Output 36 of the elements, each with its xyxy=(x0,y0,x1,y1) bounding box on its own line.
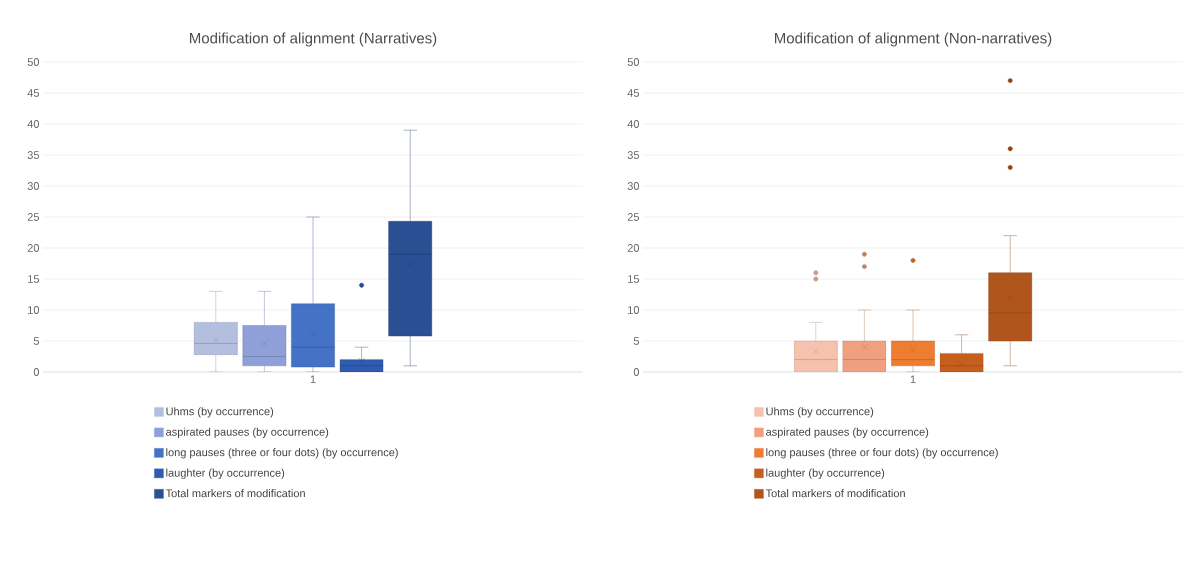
y-tick-label: 20 xyxy=(627,244,640,252)
legend-label: long pauses (three or four dots) (by occurrence) xyxy=(166,448,398,459)
y-tick-label: 35 xyxy=(627,151,639,159)
x-tick-label: 1 xyxy=(310,375,316,384)
chart-title: Modification of alignment (Narratives) xyxy=(190,32,437,47)
legend-label: laughter (by occurrence) xyxy=(766,468,885,479)
x-tick-label: 1 xyxy=(910,375,916,384)
y-tick-label: 25 xyxy=(627,213,639,221)
legend-label: long pauses (three or four dots) (by occurrence) xyxy=(766,448,998,459)
chart-title: Modification of alignment (Non-narratives) xyxy=(775,32,1052,47)
y-tick-label: 25 xyxy=(27,213,39,221)
legend-label: aspirated pauses (by occurrence) xyxy=(166,427,329,438)
y-tick-label: 40 xyxy=(27,120,40,128)
y-tick-label: 0 xyxy=(633,368,640,376)
y-tick-label: 40 xyxy=(627,120,640,128)
legend-label: Uhms (by occurrence) xyxy=(166,407,274,418)
y-tick-label: 10 xyxy=(628,306,640,314)
y-tick-label: 15 xyxy=(28,275,39,283)
y-tick-label: 45 xyxy=(627,89,639,97)
y-tick-label: 50 xyxy=(27,58,40,66)
y-tick-label: 5 xyxy=(33,337,39,345)
legend-label: laughter (by occurrence) xyxy=(166,468,285,479)
legend-label: Total markers of modification xyxy=(165,489,305,498)
y-tick-label: 30 xyxy=(627,182,640,190)
legend-label: Uhms (by occurrence) xyxy=(766,407,874,418)
y-tick-label: 30 xyxy=(27,182,40,190)
legend-label: Total markers of modification xyxy=(765,489,905,498)
y-tick-label: 35 xyxy=(27,151,39,159)
y-tick-label: 10 xyxy=(28,306,40,314)
y-tick-label: 5 xyxy=(633,337,640,345)
y-tick-label: 20 xyxy=(27,244,40,252)
y-tick-label: 45 xyxy=(27,89,39,97)
y-tick-label: 15 xyxy=(628,275,639,283)
legend-label: aspirated pauses (by occurrence) xyxy=(766,427,929,438)
y-tick-label: 0 xyxy=(33,368,40,376)
y-tick-label: 50 xyxy=(627,58,640,66)
